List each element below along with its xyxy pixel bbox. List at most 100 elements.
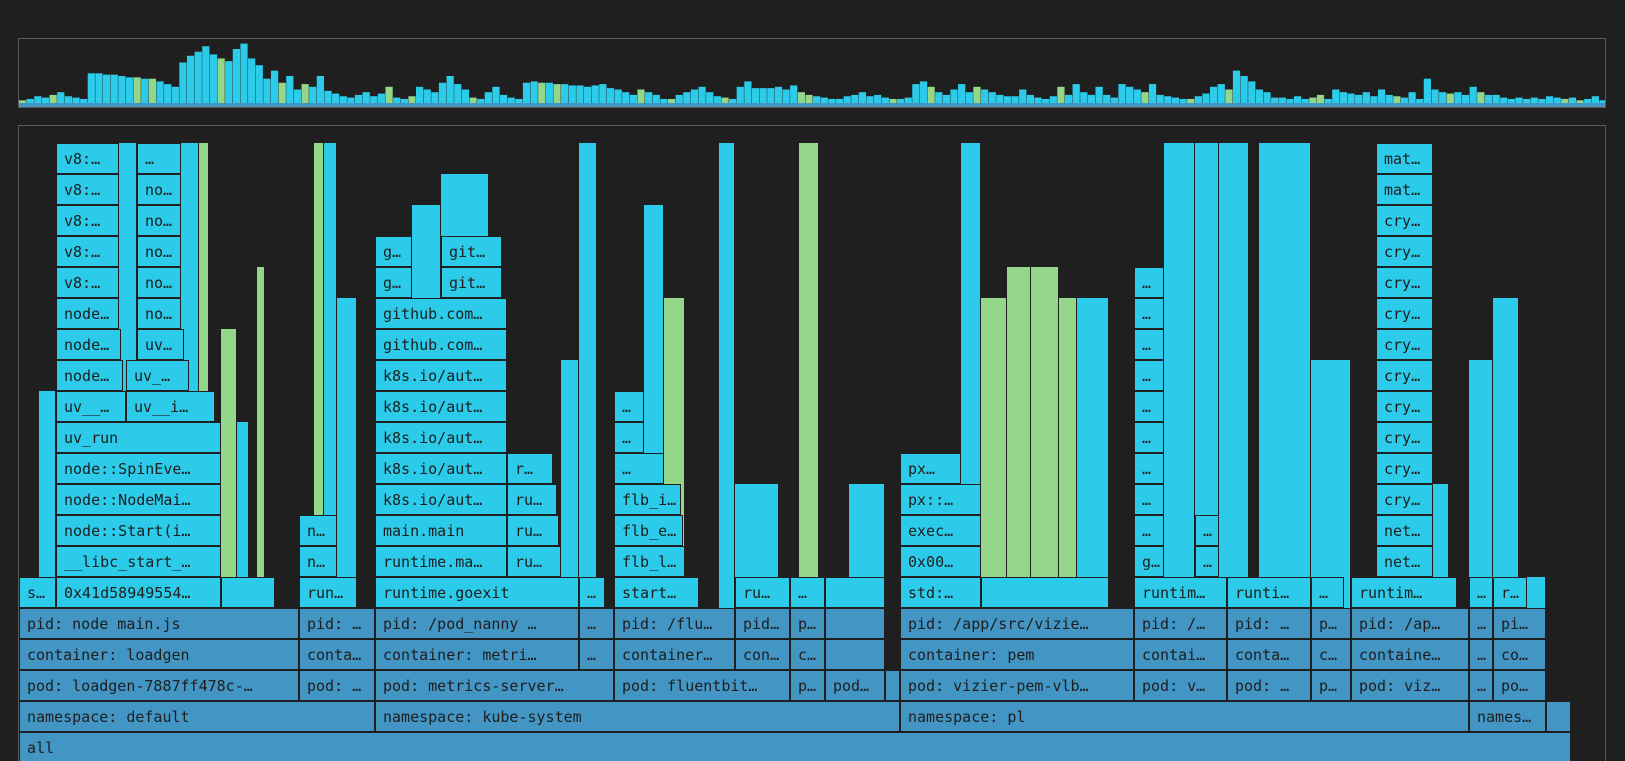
flame-frame[interactable]: mat… (1376, 143, 1433, 174)
flame-frame[interactable] (1259, 515, 1311, 546)
flame-frame[interactable]: n… (299, 546, 337, 577)
flame-frame[interactable]: … (1134, 453, 1164, 484)
flame-frame[interactable] (1219, 546, 1249, 577)
flame-frame[interactable] (1311, 546, 1351, 577)
flame-frame[interactable] (981, 391, 1007, 422)
flame-frame[interactable] (412, 236, 441, 267)
flame-frame[interactable]: __libc_start_… (56, 546, 221, 577)
flame-frame[interactable] (579, 329, 597, 360)
flame-frame[interactable]: mat… (1376, 174, 1433, 205)
flame-frame[interactable] (314, 267, 324, 298)
flamegraph-canvas[interactable]: all namespace: default namespace: kube-sys… (18, 125, 1606, 761)
flame-frame[interactable]: no… (137, 205, 181, 236)
flame-frame[interactable]: … (137, 143, 181, 174)
flame-frame[interactable] (257, 484, 265, 515)
flame-frame[interactable]: ru… (735, 577, 790, 608)
flame-frame[interactable]: cry… (1376, 422, 1433, 453)
flame-frame[interactable] (1059, 453, 1077, 484)
flame-frame[interactable] (337, 546, 357, 577)
flame-frame[interactable]: pod… (825, 670, 885, 701)
flame-frame[interactable]: no… (137, 174, 181, 205)
flame-frame[interactable]: k8s.io/aut… (375, 453, 507, 484)
flame-frame[interactable]: exec… (900, 515, 981, 546)
flame-frame[interactable] (1164, 360, 1195, 391)
flame-frame[interactable]: pod: vizier-pem-vlb… (900, 670, 1134, 701)
flame-frame[interactable]: flb_e… (614, 515, 683, 546)
flame-frame[interactable]: … (1134, 484, 1164, 515)
flame-frame[interactable]: namespace: kube-system (375, 701, 900, 732)
flame-frame[interactable]: git… (441, 236, 502, 267)
flame-frame[interactable] (579, 298, 597, 329)
flame-frame[interactable] (981, 546, 1007, 577)
flame-frame[interactable] (1259, 236, 1311, 267)
flame-frame[interactable] (735, 515, 779, 546)
flame-frame[interactable]: … (1311, 577, 1344, 608)
flame-frame[interactable] (961, 267, 981, 298)
flame-frame[interactable] (1059, 329, 1077, 360)
flame-frame[interactable]: … (579, 639, 614, 670)
flame-frame[interactable]: pod: … (299, 670, 375, 701)
flame-frame[interactable] (579, 267, 597, 298)
flame-frame[interactable] (1164, 453, 1195, 484)
flame-frame[interactable] (1164, 391, 1195, 422)
flame-frame[interactable] (561, 422, 579, 453)
flame-frame[interactable]: ru… (507, 484, 557, 515)
flame-frame[interactable] (257, 329, 265, 360)
flame-frame[interactable] (825, 639, 885, 670)
flame-frame[interactable]: … (1134, 422, 1164, 453)
flame-frame[interactable] (412, 205, 441, 236)
flame-frame[interactable] (644, 391, 664, 422)
flame-frame[interactable] (1259, 298, 1311, 329)
flame-frame[interactable] (412, 267, 441, 298)
flame-frame[interactable]: node… (56, 329, 121, 360)
flame-frame[interactable] (1059, 298, 1077, 329)
flame-frame[interactable] (664, 360, 685, 391)
flame-frame[interactable] (181, 205, 199, 236)
flame-frame[interactable] (1164, 236, 1195, 267)
flame-frame[interactable] (719, 391, 735, 422)
flame-frame[interactable] (1007, 329, 1031, 360)
flame-frame[interactable]: p… (1311, 670, 1351, 701)
flame-frame[interactable] (1059, 391, 1077, 422)
flame-frame[interactable] (337, 453, 357, 484)
flame-frame[interactable] (644, 298, 664, 329)
flame-frame[interactable] (644, 205, 664, 236)
flame-frame[interactable]: p… (790, 608, 825, 639)
flame-frame[interactable]: runtim… (1134, 577, 1227, 608)
flame-frame[interactable] (1311, 422, 1351, 453)
flame-frame[interactable]: v8:… (56, 267, 119, 298)
flame-frame[interactable] (1219, 143, 1249, 174)
flame-frame[interactable] (1433, 484, 1449, 515)
flame-frame[interactable] (1311, 484, 1351, 515)
flame-frame[interactable] (579, 174, 597, 205)
flame-frame[interactable] (257, 391, 265, 422)
flame-frame[interactable] (1007, 453, 1031, 484)
flame-frame[interactable]: … (1134, 515, 1164, 546)
flame-frame[interactable] (825, 577, 885, 608)
flame-frame[interactable] (579, 515, 597, 546)
flame-frame[interactable] (257, 298, 265, 329)
flame-frame[interactable] (314, 391, 324, 422)
flame-frame[interactable] (221, 577, 275, 608)
flame-frame[interactable] (579, 360, 597, 391)
flame-frame[interactable] (981, 422, 1007, 453)
flame-frame[interactable] (1164, 422, 1195, 453)
flame-frame[interactable] (961, 205, 981, 236)
flame-frame[interactable] (561, 515, 579, 546)
flame-frame[interactable]: cry… (1376, 391, 1433, 422)
flame-frame[interactable] (221, 453, 237, 484)
flame-frame[interactable] (981, 329, 1007, 360)
flame-frame[interactable] (39, 546, 56, 577)
flame-frame[interactable] (181, 143, 199, 174)
flame-frame[interactable] (119, 329, 137, 360)
flame-frame[interactable]: cry… (1376, 205, 1433, 236)
flame-frame[interactable] (664, 453, 685, 484)
flame-frame[interactable]: con… (735, 639, 790, 670)
flame-frame[interactable]: k8s.io/aut… (375, 484, 507, 515)
flame-frame[interactable]: co… (1493, 639, 1546, 670)
flame-frame[interactable] (1219, 267, 1249, 298)
flame-frame[interactable]: … (614, 453, 664, 484)
flame-frame[interactable] (1031, 298, 1059, 329)
flame-frame[interactable] (324, 422, 337, 453)
flame-frame[interactable] (849, 484, 885, 515)
